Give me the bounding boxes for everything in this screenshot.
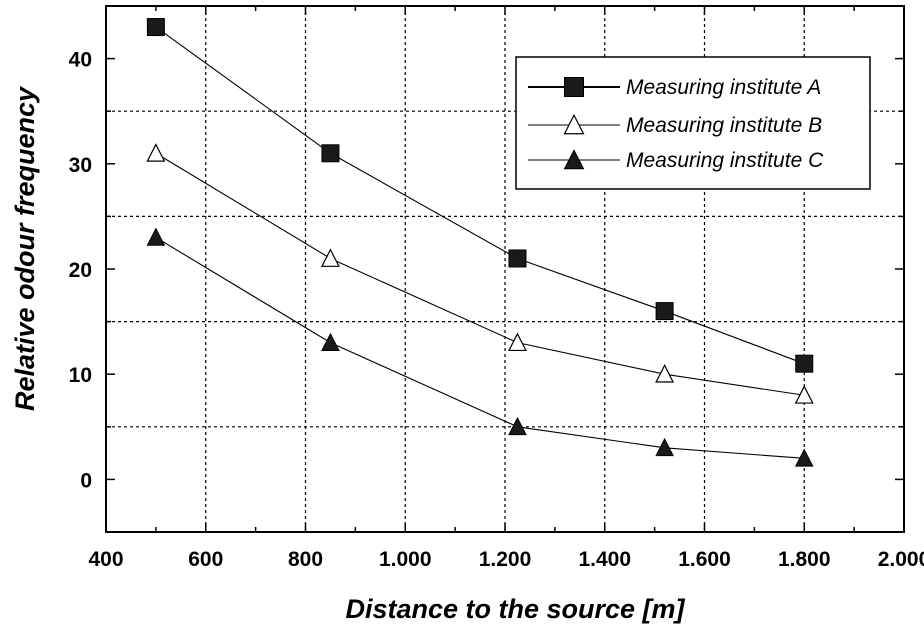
y-axis-title: Relative odour frequency bbox=[10, 85, 40, 411]
data-point-c bbox=[655, 437, 674, 457]
y-tick-label: 10 bbox=[69, 364, 92, 387]
axis-ticks bbox=[105, 6, 905, 532]
data-markers bbox=[146, 18, 814, 467]
data-point-b bbox=[320, 248, 340, 267]
data-point-b bbox=[655, 364, 675, 383]
data-point-c bbox=[146, 227, 166, 246]
x-tick-label: 1.000 bbox=[379, 548, 432, 571]
data-point-a bbox=[795, 354, 814, 373]
data-point-a bbox=[655, 302, 674, 321]
x-tick-label: 600 bbox=[188, 548, 223, 571]
data-point-c bbox=[794, 448, 814, 467]
x-tick-label: 1.400 bbox=[578, 548, 631, 571]
legend-label: Measuring institute B bbox=[626, 114, 822, 137]
series-line-c bbox=[155, 236, 805, 459]
x-axis-tick-labels: 400 600 800 1.000 1.200 1.400 1.600 1.800 2.000 bbox=[88, 548, 924, 571]
x-tick-label: 1.200 bbox=[479, 548, 532, 571]
x-tick-label: 1.600 bbox=[678, 548, 731, 571]
data-point-a bbox=[321, 144, 340, 163]
data-point-b bbox=[507, 332, 527, 352]
y-tick-label: 40 bbox=[69, 49, 92, 72]
legend-marker bbox=[563, 149, 585, 170]
x-tick-label: 400 bbox=[88, 548, 123, 571]
x-tick-label: 2.000 bbox=[878, 548, 924, 571]
legend: Measuring institute A Measuring institute… bbox=[515, 56, 871, 190]
x-tick-label: 1.800 bbox=[778, 548, 831, 571]
x-axis-title: Distance to the source [m] bbox=[345, 594, 685, 624]
legend-marker bbox=[563, 113, 585, 135]
y-tick-label: 20 bbox=[69, 259, 92, 282]
legend-marker bbox=[564, 77, 584, 97]
data-point-a bbox=[146, 18, 165, 37]
legend-label: Measuring institute C bbox=[626, 149, 824, 172]
y-tick-label: 30 bbox=[69, 154, 92, 177]
data-point-a bbox=[508, 249, 527, 268]
data-point-c bbox=[321, 332, 340, 351]
data-point-b bbox=[146, 143, 166, 162]
y-axis-tick-labels: 0 10 20 30 40 bbox=[69, 49, 92, 493]
data-point-c bbox=[508, 416, 527, 436]
data-point-b bbox=[794, 385, 814, 404]
x-tick-label: 800 bbox=[288, 548, 323, 571]
y-tick-label: 0 bbox=[80, 469, 92, 492]
legend-label: Measuring institute A bbox=[626, 76, 821, 99]
grid-lines bbox=[106, 6, 904, 532]
